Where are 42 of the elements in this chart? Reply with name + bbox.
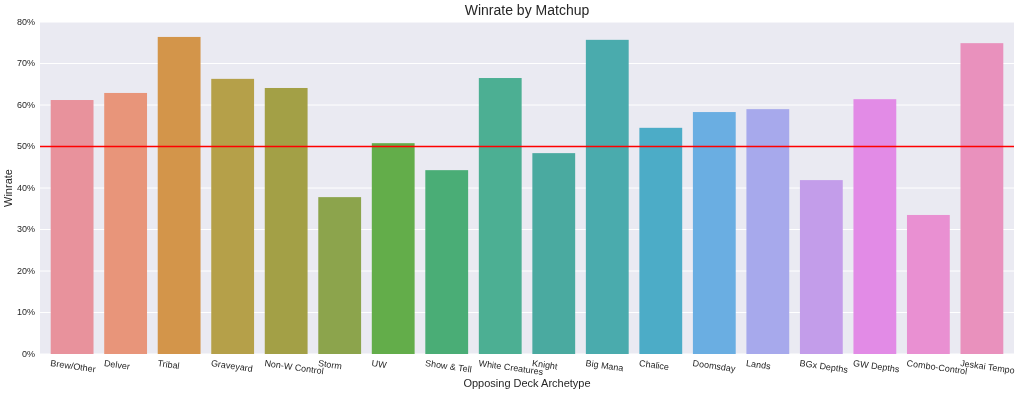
bar <box>692 112 736 354</box>
x-tick-label: Delver <box>103 358 131 372</box>
bar <box>371 143 415 354</box>
bar <box>211 78 255 354</box>
y-tick-label: 30% <box>16 224 35 235</box>
bar <box>157 36 201 354</box>
bar <box>318 197 362 354</box>
y-tick-label: 10% <box>16 307 35 318</box>
x-tick-label: Show & Tell <box>424 358 473 375</box>
y-tick-label: 20% <box>16 265 35 276</box>
x-tick-label: Big Mana <box>585 358 625 374</box>
x-tick-label: Brew/Other <box>49 358 97 375</box>
bar <box>532 153 576 354</box>
y-tick-label: 50% <box>16 141 35 152</box>
bar <box>639 127 683 354</box>
x-tick-label: Tribal <box>156 358 181 372</box>
x-tick-label: Chalice <box>638 358 670 373</box>
x-tick-label: Doomsday <box>692 358 737 375</box>
bar <box>264 87 308 354</box>
y-tick-label: 80% <box>16 16 35 27</box>
chart-title: Winrate by Matchup <box>464 2 590 18</box>
x-tick-label: UW <box>370 358 388 371</box>
x-tick-label: GW Depths <box>852 358 901 375</box>
y-axis-title: Winrate <box>2 169 14 207</box>
bar <box>478 78 522 354</box>
y-tick-label: 40% <box>16 182 35 193</box>
x-tick-label: Graveyard <box>210 358 254 374</box>
y-tick-label: 0% <box>21 348 35 359</box>
x-tick-label: Lands <box>745 358 772 372</box>
bar <box>853 99 897 354</box>
bar <box>50 100 94 354</box>
bar <box>104 92 148 354</box>
bar <box>799 180 843 354</box>
bar <box>960 43 1004 354</box>
bar <box>746 109 790 354</box>
x-axis-title: Opposing Deck Archetype <box>463 377 591 389</box>
y-tick-label: 60% <box>16 99 35 110</box>
y-tick-label: 70% <box>16 58 35 69</box>
bar <box>425 170 469 354</box>
bar <box>906 214 950 354</box>
bar <box>585 39 629 354</box>
x-tick-label: BGx Depths <box>799 358 849 375</box>
